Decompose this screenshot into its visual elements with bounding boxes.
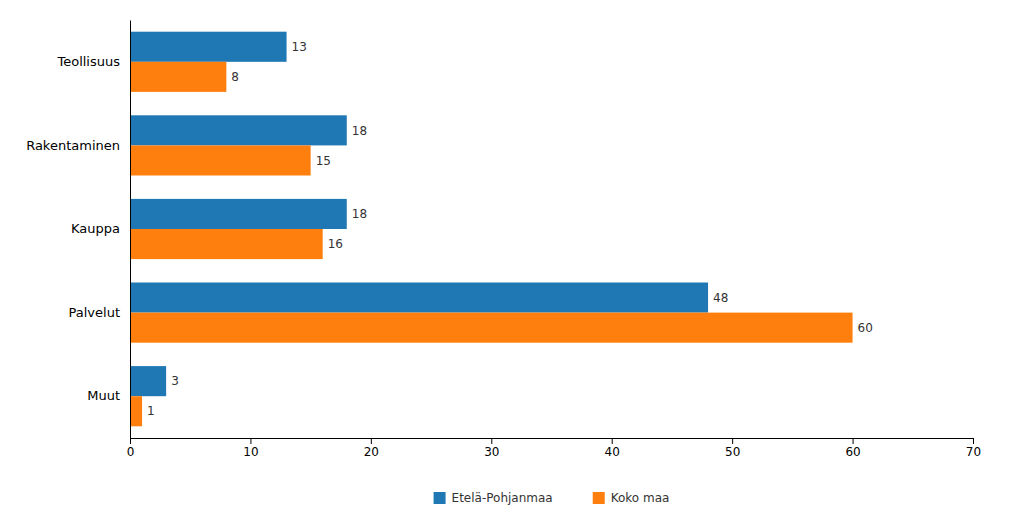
legend-swatch — [434, 492, 446, 504]
legend-item: Etelä-Pohjanmaa — [434, 491, 553, 505]
x-tick-mark — [250, 438, 251, 444]
y-tick-label: Kauppa — [71, 221, 120, 236]
x-tick: 10 — [243, 438, 258, 459]
x-tick-label: 60 — [845, 445, 860, 459]
legend-label: Etelä-Pohjanmaa — [452, 491, 553, 505]
data-label: 15 — [316, 154, 331, 168]
x-tick-label: 50 — [725, 445, 740, 459]
bars — [130, 32, 853, 427]
bar — [130, 32, 287, 62]
x-tick-mark — [853, 438, 854, 444]
data-label: 1 — [147, 404, 155, 418]
bar — [130, 396, 142, 426]
y-tick: Rakentaminen — [26, 138, 130, 153]
x-tick-mark — [491, 438, 492, 444]
y-tick: Teollisuus — [56, 54, 130, 69]
x-tick: 0 — [127, 438, 135, 459]
bar — [130, 62, 226, 92]
data-labels: 13 18 18 48 3 8 15 16 60 1 — [147, 40, 873, 418]
y-tick: Muut — [87, 388, 130, 403]
data-label: 3 — [171, 374, 179, 388]
data-label: 16 — [328, 237, 343, 251]
x-tick-label: 70 — [966, 445, 981, 459]
x-tick-mark — [732, 438, 733, 444]
bar — [130, 313, 853, 343]
data-label: 8 — [231, 70, 239, 84]
x-tick-mark — [130, 438, 131, 444]
x-tick-label: 0 — [127, 445, 135, 459]
y-tick-label: Rakentaminen — [26, 138, 120, 153]
legend: Etelä-Pohjanmaa Koko maa — [434, 491, 670, 505]
x-tick-label: 20 — [364, 445, 379, 459]
data-label: 60 — [858, 321, 873, 335]
bar — [130, 283, 708, 313]
y-tick-label: Muut — [87, 388, 120, 403]
legend-label: Koko maa — [611, 491, 670, 505]
x-tick: 40 — [605, 438, 620, 459]
x-tick: 20 — [364, 438, 379, 459]
x-tick-mark — [371, 438, 372, 444]
bar — [130, 115, 347, 145]
y-axis-line — [130, 21, 131, 439]
data-label: 18 — [352, 207, 367, 221]
chart: 0 10 20 30 40 50 60 70 Teollisuus Rakentaminen Kau… — [0, 0, 1023, 523]
y-tick: Kauppa — [71, 221, 130, 236]
data-label: 13 — [292, 40, 307, 54]
data-label: 18 — [352, 124, 367, 138]
x-tick: 50 — [725, 438, 740, 459]
bar — [130, 229, 323, 259]
y-tick: Palvelut — [69, 305, 130, 320]
bar — [130, 366, 166, 396]
plot: 0 10 20 30 40 50 60 70 Teollisuus Rakentaminen Kau… — [26, 21, 981, 459]
legend-item: Koko maa — [593, 491, 670, 505]
y-axis: Teollisuus Rakentaminen Kauppa Palvelut Muut — [26, 21, 130, 439]
y-tick-label: Teollisuus — [56, 54, 120, 69]
x-tick-label: 40 — [605, 445, 620, 459]
data-label: 48 — [713, 291, 728, 305]
x-tick-mark — [973, 438, 974, 444]
legend-swatch — [593, 492, 605, 504]
x-tick-mark — [612, 438, 613, 444]
x-tick-label: 10 — [243, 445, 258, 459]
bar — [130, 199, 347, 229]
x-tick: 30 — [484, 438, 499, 459]
x-tick-label: 30 — [484, 445, 499, 459]
x-axis: 0 10 20 30 40 50 60 70 — [127, 438, 981, 459]
x-tick: 60 — [845, 438, 860, 459]
x-axis-line — [131, 439, 974, 445]
y-tick-label: Palvelut — [69, 305, 120, 320]
x-tick: 70 — [966, 438, 981, 459]
bar — [130, 145, 311, 175]
